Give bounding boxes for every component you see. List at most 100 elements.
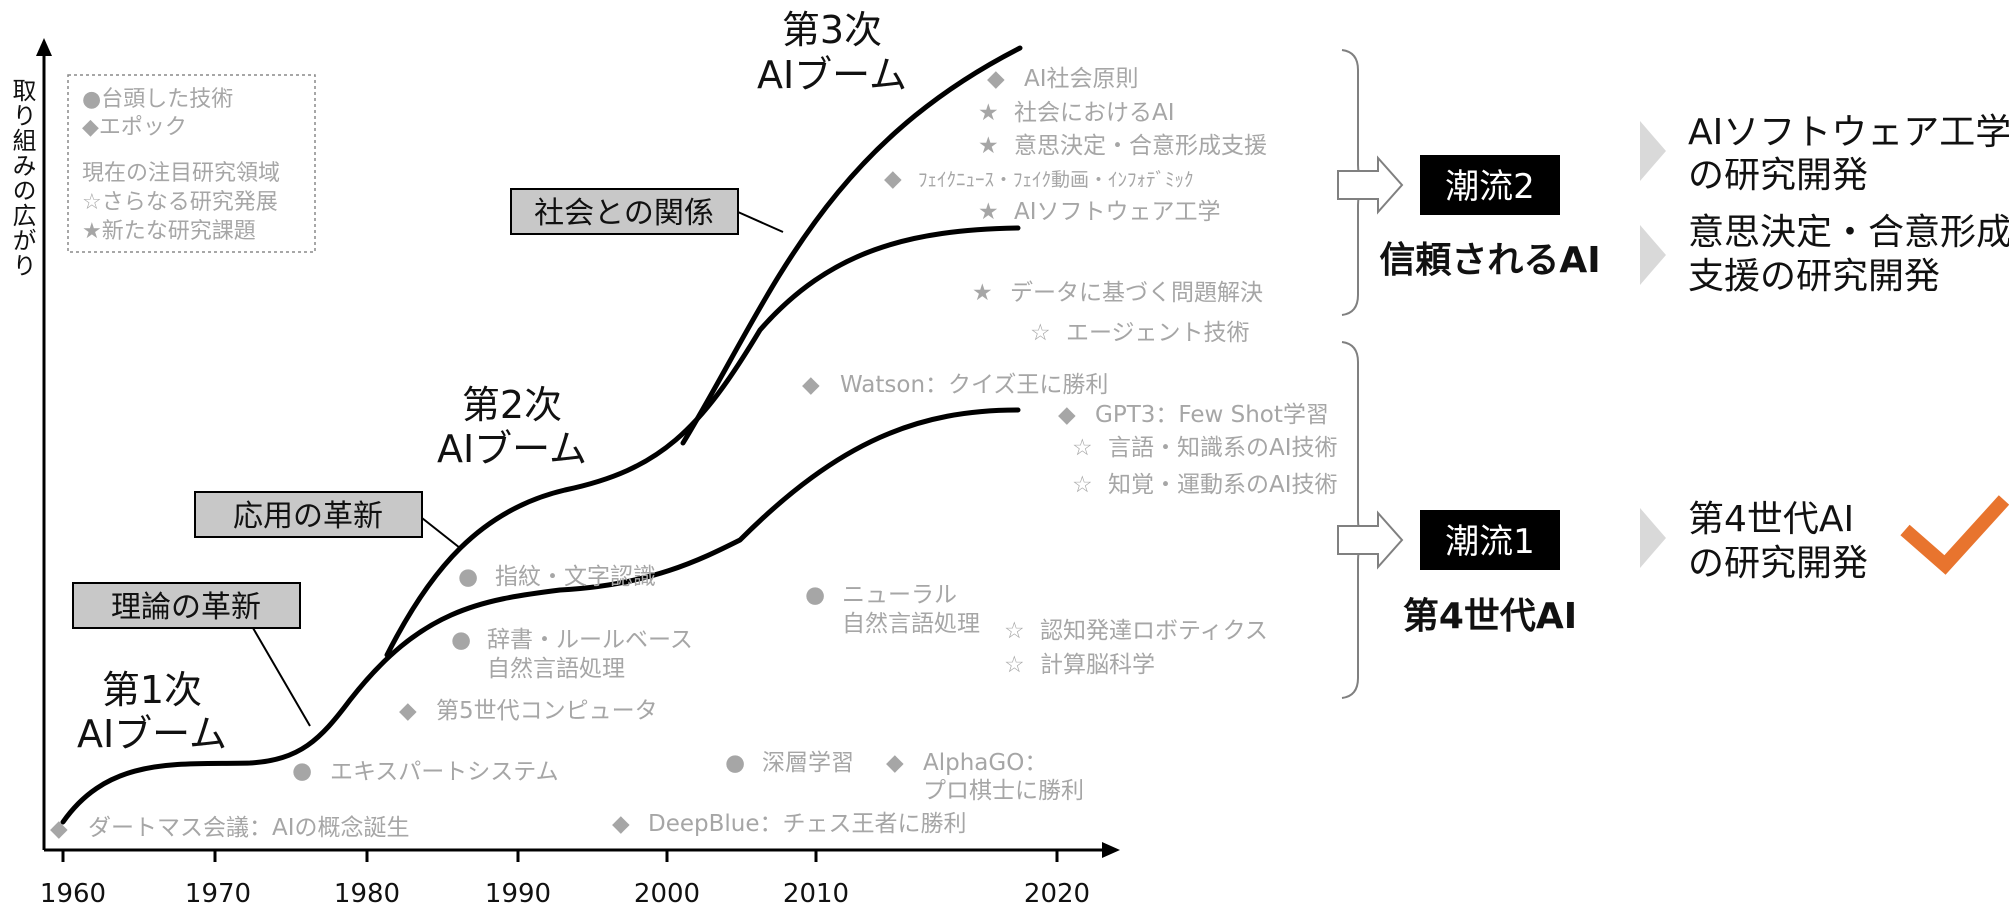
trend1-subtitle: 第4世代AI bbox=[1403, 596, 1577, 637]
svg-text:★: ★ bbox=[978, 133, 999, 159]
trend2-badge-label: 潮流2 bbox=[1445, 167, 1535, 207]
trend2-bullet-1 bbox=[1640, 121, 1666, 181]
x-tick-label: 1960 bbox=[40, 879, 106, 909]
annotation-item: ● 辞書・ルールベース 自然言語処理 bbox=[451, 627, 693, 682]
trend2-item-1-line-1: AIソフトウェア工学 bbox=[1688, 112, 2009, 153]
annotation-item: ● ニューラル 自然言語処理 bbox=[805, 582, 980, 637]
annotation-item: ◆ Watson：クイズ王に勝利 bbox=[802, 372, 1108, 398]
svg-text:●: ● bbox=[458, 564, 478, 590]
svg-text:AlphaGO：: AlphaGO： bbox=[923, 750, 1047, 776]
trend2-item-1-line-2: の研究開発 bbox=[1688, 155, 1868, 196]
legend-current-title: 現在の注目研究領域 bbox=[82, 161, 280, 186]
svg-text:Watson：クイズ王に勝利: Watson：クイズ王に勝利 bbox=[840, 372, 1108, 398]
svg-text:社会との関係: 社会との関係 bbox=[534, 196, 714, 231]
svg-text:☆: ☆ bbox=[1004, 618, 1025, 644]
svg-text:☆: ☆ bbox=[1004, 652, 1025, 678]
box-society: 社会との関係 bbox=[510, 188, 739, 235]
svg-text:認知発達ロボティクス: 認知発達ロボティクス bbox=[1040, 618, 1268, 644]
annotation-item: ◆ ﾌｪｲｸﾆｭｰｽ・ﾌｪｲｸ動画・ｲﾝﾌｫﾃﾞﾐｯｸ bbox=[884, 166, 1194, 192]
svg-text:深層学習: 深層学習 bbox=[762, 750, 854, 776]
annotation-item: ☆ 知覚・運動系のAI技術 bbox=[1072, 472, 1338, 498]
svg-text:プロ棋士に勝利: プロ棋士に勝利 bbox=[923, 778, 1084, 804]
svg-text:★: ★ bbox=[972, 280, 993, 306]
svg-text:自然言語処理: 自然言語処理 bbox=[842, 611, 980, 637]
annotation-item: ◆ AlphaGO： プロ棋士に勝利 bbox=[886, 750, 1084, 804]
svg-text:知覚・運動系のAI技術: 知覚・運動系のAI技術 bbox=[1108, 472, 1338, 498]
trend1-item-1-line-2: の研究開発 bbox=[1688, 543, 1868, 584]
trend2-bullet-2 bbox=[1640, 225, 1666, 285]
svg-text:エキスパートシステム: エキスパートシステム bbox=[330, 759, 559, 785]
svg-text:◆: ◆ bbox=[50, 816, 68, 842]
annotation-item: ◆ DeepBlue：チェス王者に勝利 bbox=[612, 811, 967, 837]
svg-text:理論の革新: 理論の革新 bbox=[111, 590, 261, 625]
svg-text:AI社会原則: AI社会原則 bbox=[1024, 66, 1139, 92]
trend2: 潮流2 信頼されるAI AIソフトウェア工学 の研究開発 意思決定・合意形成 支… bbox=[1379, 112, 2009, 297]
annotation-item: ◆ AI社会原則 bbox=[987, 66, 1139, 92]
x-tick-label: 2010 bbox=[783, 879, 849, 909]
svg-text:◆: ◆ bbox=[884, 166, 902, 192]
svg-text:第5世代コンピュータ: 第5世代コンピュータ bbox=[436, 698, 658, 724]
svg-text:DeepBlue：チェス王者に勝利: DeepBlue：チェス王者に勝利 bbox=[648, 811, 967, 837]
annotation-item: ★ 意思決定・合意形成支援 bbox=[978, 133, 1267, 159]
trend2-item-2-line-2: 支援の研究開発 bbox=[1688, 256, 1940, 297]
annotation-item: ★ AIソフトウェア工学 bbox=[978, 199, 1221, 225]
curve-lower bbox=[60, 407, 1021, 825]
curves bbox=[60, 45, 1023, 825]
annotation-item: ☆ エージェント技術 bbox=[1030, 320, 1250, 346]
svg-text:第3次: 第3次 bbox=[782, 8, 882, 52]
x-tick-label: 2020 bbox=[1024, 879, 1090, 909]
svg-text:◆: ◆ bbox=[987, 66, 1005, 92]
trend2-item-2-line-1: 意思決定・合意形成 bbox=[1688, 212, 2009, 253]
svg-text:言語・知識系のAI技術: 言語・知識系のAI技術 bbox=[1108, 435, 1338, 461]
boom-third: 第3次 AIブーム bbox=[757, 8, 907, 97]
svg-text:◆: ◆ bbox=[802, 372, 820, 398]
curve-upper bbox=[680, 45, 1023, 446]
annotation-item: ☆ 計算脳科学 bbox=[1004, 652, 1155, 678]
trend1-badge bbox=[1420, 510, 1560, 570]
annotation-item: ★ データに基づく問題解決 bbox=[972, 280, 1263, 306]
box-application: 応用の革新 bbox=[194, 491, 423, 538]
svg-text:ﾌｪｲｸﾆｭｰｽ・ﾌｪｲｸ動画・ｲﾝﾌｫﾃﾞﾐｯｸ: ﾌｪｲｸﾆｭｰｽ・ﾌｪｲｸ動画・ｲﾝﾌｫﾃﾞﾐｯｸ bbox=[918, 169, 1194, 191]
svg-text:●: ● bbox=[805, 582, 825, 608]
svg-text:◆: ◆ bbox=[1058, 402, 1076, 428]
box-theory: 理論の革新 bbox=[72, 582, 301, 629]
annotation-item: ◆ ダートマス会議：AIの概念誕生 bbox=[50, 815, 410, 842]
svg-text:☆: ☆ bbox=[1072, 435, 1093, 461]
annotation-item: ☆ 言語・知識系のAI技術 bbox=[1072, 435, 1338, 461]
svg-text:第1次: 第1次 bbox=[102, 668, 202, 712]
svg-text:●: ● bbox=[451, 627, 471, 653]
y-axis-arrow bbox=[36, 38, 52, 56]
legend-frame bbox=[67, 74, 316, 253]
svg-text:★: ★ bbox=[978, 199, 999, 225]
y-axis-label: 取り組みの広がり bbox=[8, 78, 36, 278]
svg-text:ニューラル: ニューラル bbox=[842, 582, 957, 608]
annotation-item: ● エキスパートシステム bbox=[292, 758, 559, 785]
annotation-item: ● 深層学習 bbox=[725, 750, 854, 776]
legend-further: ☆さらなる研究発展 bbox=[82, 190, 278, 215]
annotation-item: ● 指紋・文字認識 bbox=[458, 564, 656, 590]
svg-text:AIブーム: AIブーム bbox=[77, 712, 227, 756]
svg-text:◆: ◆ bbox=[399, 698, 417, 724]
axes: 1960 1970 1980 1990 2000 2010 2020 bbox=[36, 38, 1120, 909]
legend-tech: ●台頭した技術 bbox=[82, 87, 233, 112]
svg-text:●: ● bbox=[725, 750, 745, 776]
x-tick-label: 1980 bbox=[334, 879, 400, 909]
svg-text:☆: ☆ bbox=[1030, 320, 1051, 346]
svg-text:●: ● bbox=[292, 758, 312, 784]
annotation-item: ★ 社会におけるAI bbox=[978, 100, 1175, 126]
svg-text:GPT3：Few Shot学習: GPT3：Few Shot学習 bbox=[1095, 402, 1329, 428]
svg-text:ダートマス会議：AIの概念誕生: ダートマス会議：AIの概念誕生 bbox=[88, 815, 410, 841]
annotation-item: ☆ 認知発達ロボティクス bbox=[1004, 618, 1268, 644]
legend: ●台頭した技術 ◆エポック 現在の注目研究領域 ☆さらなる研究発展 ★新たな研究… bbox=[67, 74, 316, 253]
annotations: ◆ ダートマス会議：AIの概念誕生 ● エキスパートシステム ◆ 第5世代コンピ… bbox=[50, 66, 1338, 842]
trend1-badge-label: 潮流1 bbox=[1445, 522, 1535, 562]
arrow-trend1 bbox=[1337, 510, 1404, 570]
boom-first: 第1次 AIブーム bbox=[77, 668, 227, 756]
svg-text:指紋・文字認識: 指紋・文字認識 bbox=[495, 564, 656, 590]
arrow-trend2 bbox=[1337, 155, 1404, 215]
svg-text:★: ★ bbox=[978, 100, 999, 126]
svg-text:第2次: 第2次 bbox=[462, 383, 562, 427]
svg-text:◆: ◆ bbox=[612, 811, 630, 837]
